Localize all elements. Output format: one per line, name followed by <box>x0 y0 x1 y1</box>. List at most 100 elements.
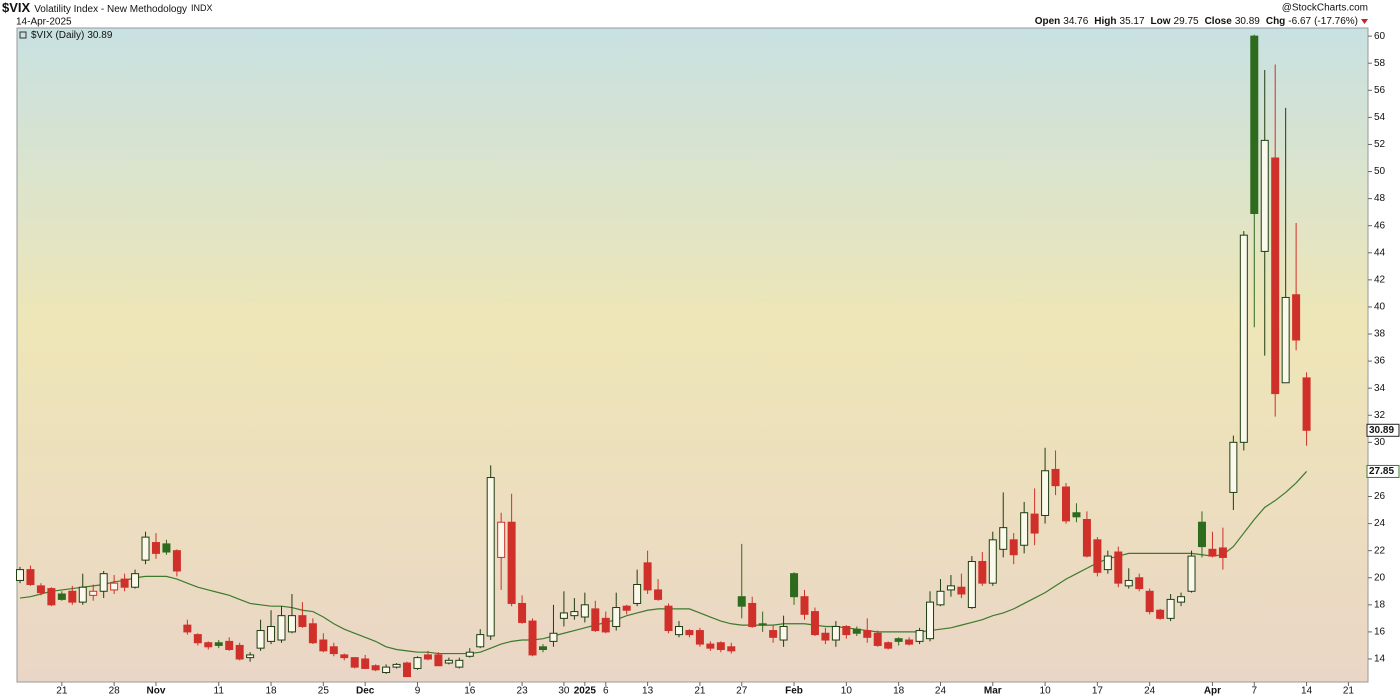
moving-average <box>19 471 1308 655</box>
candle-body <box>926 601 935 640</box>
x-tick-label: Mar <box>984 686 1002 697</box>
candle-body <box>999 527 1008 550</box>
candle-body <box>1051 468 1060 487</box>
header-quote: Open 34.76 High 35.17 Low 29.75 Close 30.89 Chg -… <box>1035 16 1358 27</box>
low-label: Low <box>1151 16 1171 27</box>
legend-icon <box>19 31 27 39</box>
candle-body <box>1229 441 1238 493</box>
y-tick-label: 26 <box>1374 491 1386 502</box>
candle-body <box>539 646 547 651</box>
candle-body <box>172 550 181 572</box>
candle-body <box>518 602 527 623</box>
candle-body <box>1239 234 1248 443</box>
candle-body <box>570 611 579 617</box>
candle-body <box>1156 609 1165 619</box>
open-label: Open <box>1035 16 1061 27</box>
y-tick-label: 30 <box>1374 437 1386 448</box>
x-tick-label: 10 <box>841 686 853 697</box>
candle-body <box>256 630 265 649</box>
candle-body <box>1260 139 1269 252</box>
candle-body <box>852 628 861 634</box>
candle-body <box>298 615 307 627</box>
candle-body <box>988 539 997 584</box>
candle-body <box>382 666 391 674</box>
candle-body <box>141 536 150 561</box>
candle-body <box>863 630 872 638</box>
symbol: $VIX <box>2 0 31 15</box>
candle-body <box>643 562 652 591</box>
candle-body <box>371 665 380 671</box>
ma-tag: 27.85 <box>1369 466 1394 477</box>
candle-body <box>769 630 778 638</box>
title: Volatility Index - New Methodology <box>34 4 187 15</box>
candle-body <box>1009 539 1018 556</box>
candle-body <box>267 625 276 642</box>
candle-body <box>1208 548 1217 557</box>
candle-body <box>580 604 589 618</box>
candle-body <box>1302 377 1311 431</box>
y-tick-label: 44 <box>1374 247 1386 258</box>
candle-body <box>790 573 799 598</box>
change-value: -6.67 <box>1288 16 1311 27</box>
candle-body <box>455 659 464 668</box>
candle-body <box>1135 577 1144 590</box>
candle-body <box>549 632 558 642</box>
close-tag: 30.89 <box>1369 425 1394 436</box>
high-value: 35.17 <box>1120 16 1145 27</box>
candle-body <box>507 521 516 604</box>
legend-label: $VIX (Daily) <box>31 30 84 41</box>
candle-body <box>727 646 736 652</box>
candle-body <box>1020 512 1029 546</box>
close-label: Close <box>1205 16 1233 27</box>
high-label: High <box>1094 16 1116 27</box>
candle-body <box>612 607 621 627</box>
candle-body <box>831 625 840 641</box>
x-tick-label: 6 <box>603 686 609 697</box>
legend: $VIX (Daily) 30.89 <box>31 30 113 41</box>
candle-body <box>1082 519 1091 557</box>
candle-body <box>1114 551 1123 584</box>
candle-body <box>444 659 453 664</box>
candle-body <box>1145 590 1154 613</box>
ma-tag-box <box>1366 464 1400 478</box>
y-tick-label: 48 <box>1374 193 1386 204</box>
candle-body <box>1281 296 1290 384</box>
candle-body <box>758 623 767 626</box>
candle-body <box>1166 598 1175 619</box>
candle-body <box>737 596 746 607</box>
x-tick-label: 21 <box>1343 686 1355 697</box>
y-tick-label: 36 <box>1374 356 1386 367</box>
y-tick-label: 20 <box>1374 572 1386 583</box>
candle-body <box>329 646 338 655</box>
y-tick-label: 50 <box>1374 166 1386 177</box>
candle-body <box>235 644 244 660</box>
candle-body <box>915 630 924 642</box>
x-tick-label: Apr <box>1204 686 1221 697</box>
candle-body <box>674 625 683 636</box>
y-tick-label: 46 <box>1374 220 1386 231</box>
y-tick-label: 24 <box>1374 518 1386 529</box>
candle-body <box>1218 547 1227 558</box>
y-tick-label: 14 <box>1374 654 1386 665</box>
change-label: Chg <box>1266 16 1285 27</box>
candle-body <box>664 605 673 632</box>
candle-body <box>319 639 328 652</box>
candle-body <box>403 662 412 678</box>
candle-body <box>591 608 600 632</box>
x-tick-label: 18 <box>265 686 277 697</box>
candle-body <box>622 605 631 611</box>
candle-body <box>57 593 66 600</box>
y-tick-label: 52 <box>1374 139 1386 150</box>
y-tick-label: 38 <box>1374 329 1386 340</box>
x-tick-label: 14 <box>1301 686 1313 697</box>
y-tick-label: 42 <box>1374 274 1386 285</box>
y-tick-label: 60 <box>1374 31 1386 42</box>
candle-body <box>695 630 704 645</box>
candle-body <box>497 521 506 558</box>
candle-body <box>946 585 955 591</box>
candle-body <box>68 590 77 603</box>
candle-body <box>340 654 349 659</box>
plot-area <box>16 27 1369 683</box>
exchange: INDX <box>191 3 213 13</box>
x-tick-label: 27 <box>736 686 748 697</box>
